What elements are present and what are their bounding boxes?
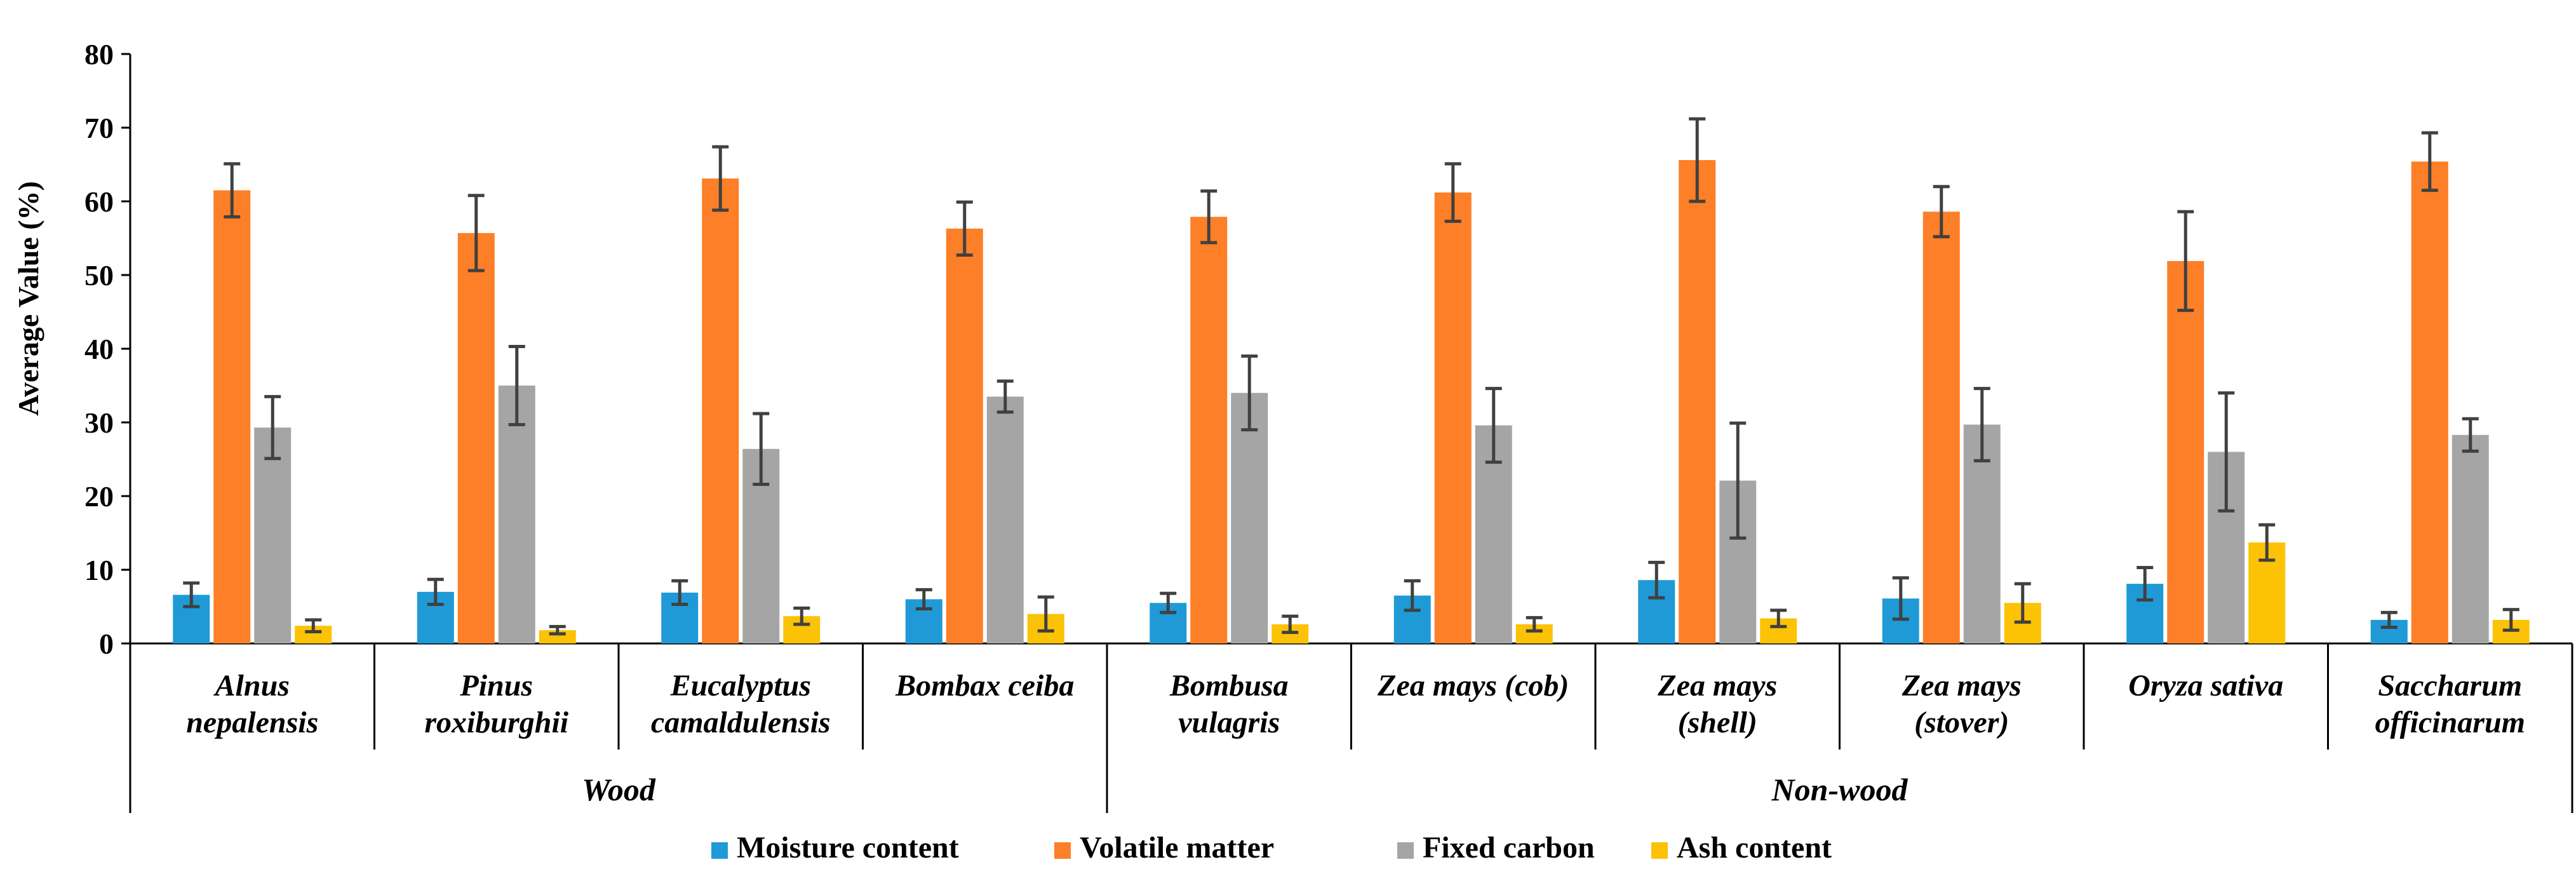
- bar: [539, 630, 576, 643]
- bar: [457, 232, 495, 643]
- bar: [702, 178, 739, 643]
- legend-swatch: [1054, 842, 1071, 859]
- category-label: Zea mays (shell): [1657, 669, 1777, 739]
- y-tick-label: 80: [84, 38, 114, 71]
- bar: [986, 396, 1024, 643]
- category-axis: Wood Non-wood Alnus nepalensis Pinus roxiburg…: [129, 643, 2573, 813]
- category-label: Pinus roxiburghii: [424, 669, 568, 739]
- bar: [1679, 160, 1716, 644]
- y-tick-label: 50: [84, 259, 114, 292]
- y-tick-label: 30: [84, 407, 114, 439]
- bar: [254, 427, 292, 643]
- bar: [1190, 217, 1228, 643]
- category-label: Zea mays (stover): [1902, 669, 2022, 739]
- legend-label: Ash content: [1677, 831, 1832, 864]
- y-axis-title: Average Value (%): [12, 181, 44, 416]
- y-tick-label: 60: [84, 185, 114, 218]
- error-bars: [183, 117, 2519, 636]
- category-label: Eucalyptus camaldulensis: [651, 669, 831, 739]
- bar: [1922, 212, 1960, 643]
- bar: [946, 228, 983, 643]
- bar: [2452, 434, 2489, 643]
- axes: 0 10 20 30 40 50 60 70 80: [84, 38, 2572, 660]
- group-label: Non-wood: [1771, 772, 1909, 807]
- category-label: Bombusa vulagris: [1169, 669, 1289, 739]
- bar: [1434, 192, 1472, 644]
- legend-swatch: [1651, 842, 1668, 859]
- category-label: Alnus nepalensis: [186, 669, 318, 739]
- bar: [2167, 260, 2204, 644]
- y-tick-label: 10: [84, 554, 114, 586]
- legend: Moisture content Volatile matter Fixed car…: [711, 831, 1832, 864]
- legend-label: Volatile matter: [1080, 831, 1274, 864]
- legend-label: Moisture content: [737, 831, 959, 864]
- y-tick-label: 0: [99, 628, 114, 660]
- y-tick-label: 20: [84, 480, 114, 513]
- bar: [2411, 161, 2448, 644]
- y-tick-label: 70: [84, 112, 114, 144]
- bar: [498, 386, 535, 643]
- category-label: Zea mays (cob): [1377, 669, 1569, 703]
- bars: [173, 160, 2530, 644]
- category-label: Oryza sativa: [2128, 669, 2283, 703]
- legend-label: Fixed carbon: [1423, 831, 1595, 864]
- group-label: Wood: [582, 772, 656, 807]
- y-tick-label: 40: [84, 333, 114, 365]
- legend-swatch: [1397, 842, 1414, 859]
- category-label: Bombax ceiba: [895, 669, 1074, 703]
- legend-swatch: [711, 842, 728, 859]
- bar: [1231, 393, 1268, 643]
- bar: [213, 190, 251, 644]
- category-label: Saccharum officinarum: [2375, 669, 2525, 739]
